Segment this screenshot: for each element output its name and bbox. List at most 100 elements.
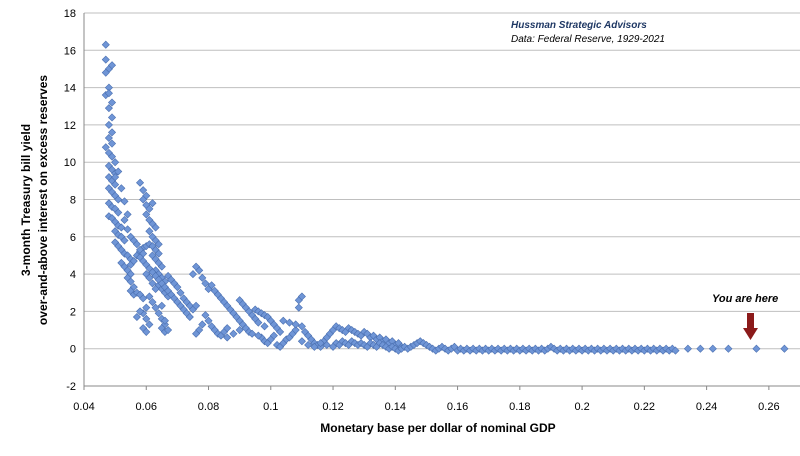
y-tick-label: 8 — [70, 195, 76, 207]
data-point — [276, 327, 285, 336]
data-point — [204, 316, 213, 325]
data-point — [107, 139, 117, 148]
data-point — [111, 173, 120, 182]
data-point — [120, 215, 129, 225]
data-point — [117, 223, 126, 232]
x-tick-label: 0.26 — [758, 401, 779, 413]
y-tick-label: 14 — [64, 83, 76, 95]
data-point — [104, 89, 113, 98]
data-point — [173, 283, 182, 292]
annotation-arrow — [743, 313, 758, 340]
data-point — [269, 331, 278, 340]
data-point — [279, 316, 288, 325]
data-point — [285, 318, 294, 327]
data-point — [708, 344, 717, 353]
x-tick-label: 0.24 — [696, 401, 717, 413]
data-point — [297, 292, 306, 301]
data-points — [101, 40, 789, 355]
data-point — [139, 294, 148, 303]
y-axis-title-line-1: 3-month Treasury bill yield — [19, 124, 33, 276]
data-point — [254, 318, 263, 327]
data-point — [111, 158, 120, 167]
data-point — [198, 273, 207, 282]
data-point — [154, 249, 163, 258]
y-tick-label: 2 — [70, 306, 76, 318]
x-tick-label: 0.14 — [385, 401, 406, 413]
data-point — [164, 326, 173, 335]
data-point — [148, 298, 157, 307]
data-point — [142, 327, 151, 336]
data-point — [107, 98, 117, 107]
data-point — [291, 326, 300, 335]
data-point — [752, 344, 761, 353]
data-point — [229, 329, 238, 338]
gridlines — [84, 12, 800, 350]
data-point — [316, 339, 325, 348]
x-tick-label: 0.1 — [263, 401, 278, 413]
data-point — [142, 314, 151, 323]
data-point — [235, 326, 244, 335]
data-point — [724, 344, 733, 353]
data-point — [104, 120, 113, 129]
data-point — [145, 320, 154, 329]
y-axis-title: 3-month Treasury bill yield over-and-abo… — [19, 75, 50, 325]
y-tick-label: -2 — [66, 381, 76, 393]
data-point — [126, 277, 135, 286]
data-point — [297, 322, 306, 331]
data-point — [310, 342, 319, 351]
data-point — [151, 303, 160, 312]
y-tick-label: 10 — [64, 157, 76, 169]
data-point — [304, 340, 313, 349]
data-point — [176, 288, 185, 297]
annotation-label: You are here — [712, 293, 778, 305]
source-title: Hussman Strategic Advisors — [511, 20, 647, 31]
x-tick-label: 0.18 — [509, 401, 530, 413]
data-point — [192, 262, 201, 271]
data-point — [142, 303, 151, 312]
data-point — [329, 342, 338, 351]
data-point — [297, 337, 306, 346]
data-point — [136, 307, 145, 316]
y-tick-label: 12 — [64, 120, 76, 132]
data-point — [322, 340, 331, 349]
data-point — [201, 311, 210, 320]
data-point — [683, 344, 692, 353]
data-point — [201, 279, 210, 288]
data-point — [101, 143, 110, 152]
data-point — [136, 178, 145, 187]
data-point — [145, 204, 154, 213]
data-point — [123, 210, 132, 219]
data-point — [780, 344, 789, 353]
data-point — [142, 210, 151, 219]
data-point — [114, 195, 123, 204]
x-tick-label: 0.2 — [574, 401, 589, 413]
data-point — [192, 329, 201, 338]
x-tick-label: 0.06 — [136, 401, 157, 413]
data-point — [185, 312, 194, 322]
data-point — [120, 197, 129, 206]
axes — [83, 13, 800, 387]
data-point — [254, 331, 263, 340]
data-point — [145, 273, 154, 282]
data-point — [132, 240, 141, 249]
data-point — [104, 104, 113, 113]
data-point — [223, 333, 232, 342]
data-point — [111, 180, 120, 189]
y-tick-label: 4 — [70, 269, 76, 281]
data-point — [198, 320, 207, 329]
y-tick-label: 6 — [70, 232, 76, 244]
data-point — [207, 281, 216, 290]
data-point — [101, 68, 110, 77]
data-point — [107, 128, 117, 137]
data-point — [148, 199, 157, 208]
data-point — [696, 344, 705, 353]
annotation-arrow-shaft — [747, 313, 754, 329]
data-point — [139, 186, 148, 195]
data-point — [291, 320, 300, 329]
data-point — [107, 152, 117, 161]
data-point — [101, 55, 110, 64]
source-data: Data: Federal Reserve, 1929-2021 — [511, 34, 665, 45]
y-axis-title-line-2: over-and-above interest on excess reserv… — [36, 75, 50, 325]
